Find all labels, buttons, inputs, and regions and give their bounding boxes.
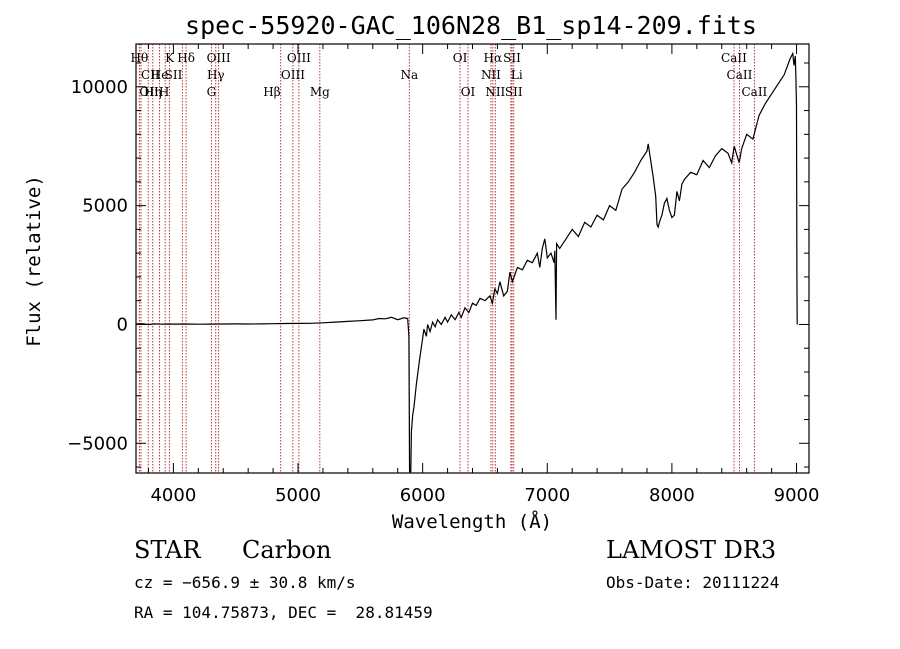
line-label: Hα: [484, 51, 503, 65]
x-axis-label: Wavelength (Å): [392, 510, 552, 533]
object-subclass: Carbon: [242, 536, 332, 564]
line-label: K: [165, 51, 175, 65]
line-label: Mg: [310, 85, 330, 99]
line-label: NII: [485, 85, 505, 99]
x-tick-label: 7000: [524, 485, 570, 506]
chart-title: spec-55920-GAC_106N28_B1_sp14-209.fits: [185, 11, 757, 40]
line-label: OII: [139, 85, 159, 99]
x-tick-label: 9000: [774, 485, 820, 506]
line-label: Hθ: [131, 51, 149, 65]
plot-frame: [135, 43, 810, 474]
line-label: SII: [165, 68, 183, 82]
x-tick-label: 5000: [275, 485, 321, 506]
x-tick-label: 8000: [649, 485, 695, 506]
y-tick-label: 0: [117, 314, 128, 335]
line-label: G: [207, 85, 217, 99]
line-label: CaII: [727, 68, 753, 82]
line-label: Hδ: [177, 51, 195, 65]
line-label: He: [151, 68, 169, 82]
x-tick-label: 4000: [150, 485, 196, 506]
line-label: OIII: [207, 51, 231, 65]
y-axis-ticks: −5000 0 5000 10000: [67, 62, 809, 468]
line-label: SII: [503, 51, 521, 65]
x-tick-label: 6000: [400, 485, 446, 506]
line-label: NII: [481, 68, 501, 82]
line-label: Hβ: [263, 85, 280, 99]
line-label: Li: [511, 68, 523, 82]
line-label: SII: [505, 85, 523, 99]
y-tick-label: 10000: [71, 77, 128, 98]
y-tick-label: 5000: [82, 196, 128, 217]
line-label: CII: [141, 68, 160, 82]
spectrum-chart: spec-55920-GAC_106N28_B1_sp14-209.fits W…: [23, 11, 820, 533]
spectrum-line: [135, 51, 798, 473]
line-label: Hη: [144, 85, 162, 99]
coordinates: RA = 104.75873, DEC = 28.81459: [134, 603, 433, 622]
y-axis-label: Flux (relative): [23, 175, 45, 347]
line-label: CaII: [721, 51, 747, 65]
radial-velocity: cz = −656.9 ± 30.8 km/s: [134, 573, 356, 592]
x-axis-ticks: 4000 5000 6000 7000 8000 9000: [147, 44, 820, 506]
line-label: Hγ: [207, 68, 225, 82]
emission-line-markers: [138, 44, 755, 473]
line-label: OI: [461, 85, 476, 99]
line-label: CaII: [741, 85, 767, 99]
y-tick-label: −5000: [67, 433, 128, 454]
object-class: STAR: [134, 536, 201, 564]
line-label: OIII: [281, 68, 305, 82]
observation-date: Obs-Date: 20111224: [606, 573, 780, 592]
line-label: Na: [400, 68, 418, 82]
line-label: H: [159, 85, 169, 99]
line-label: OIII: [287, 51, 311, 65]
survey-name: LAMOST DR3: [606, 536, 777, 564]
line-label: OI: [453, 51, 468, 65]
